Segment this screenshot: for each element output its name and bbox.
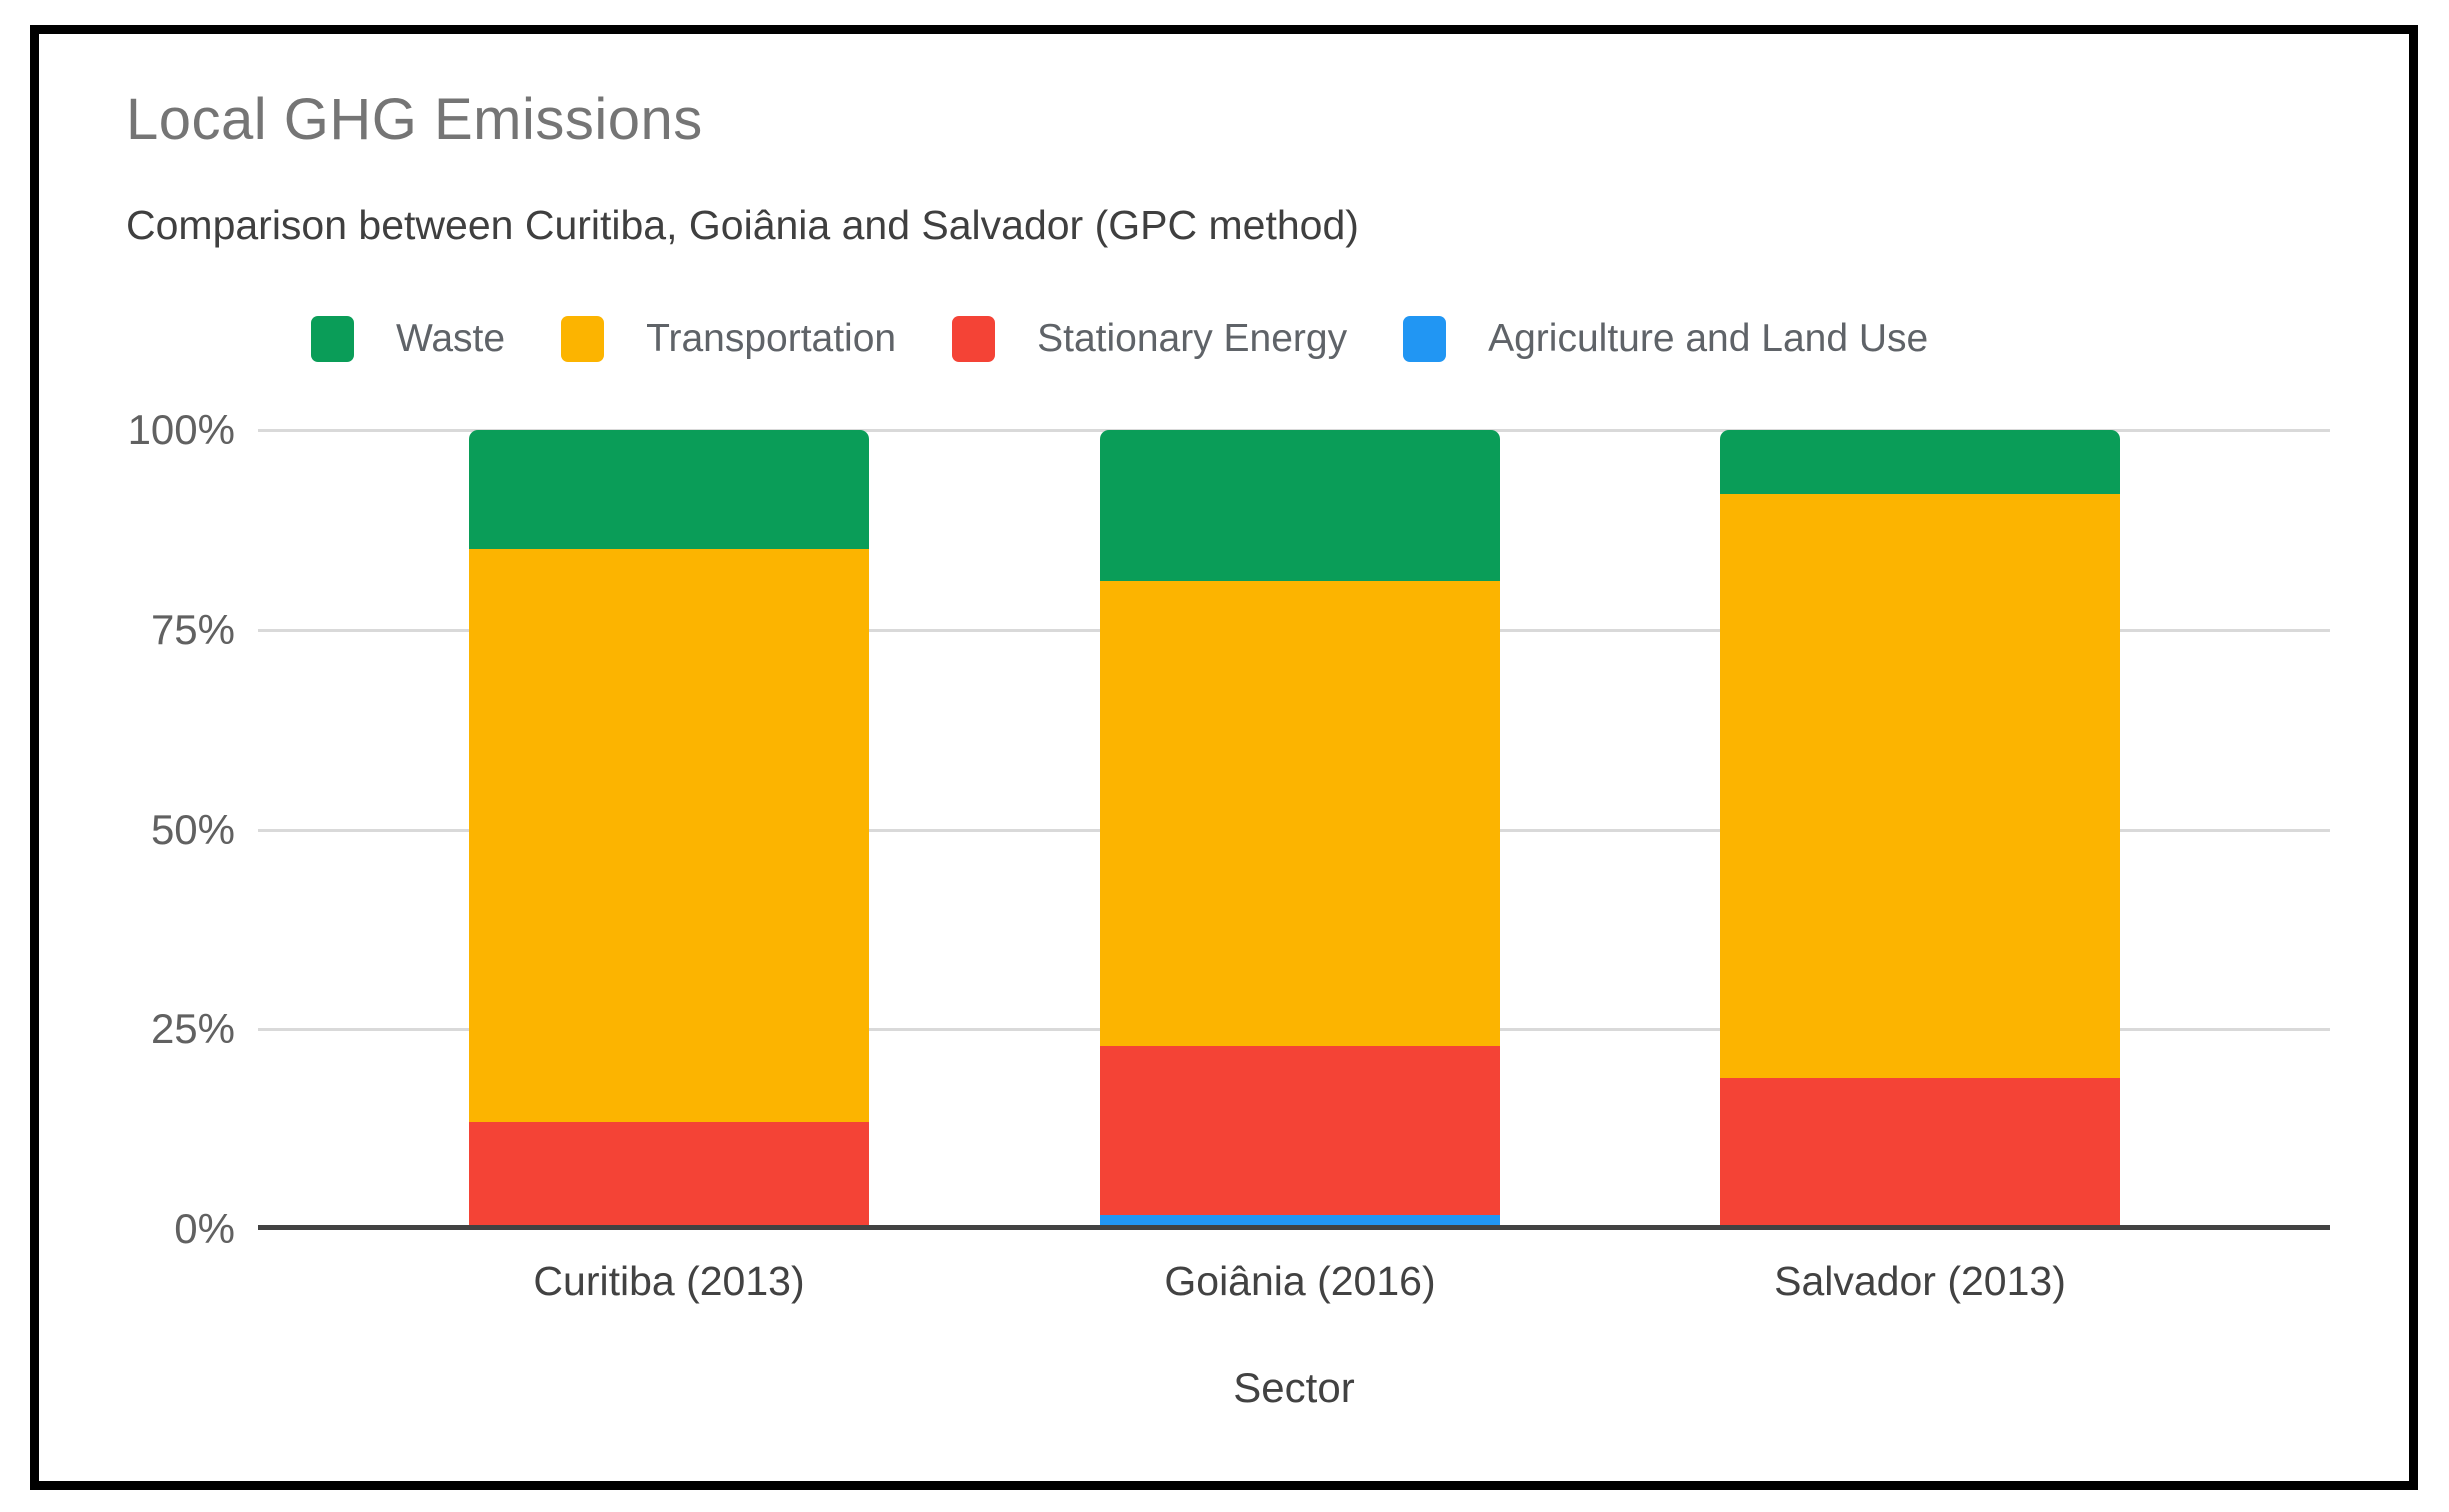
y-axis: 0% 25% 50% 75% 100% [39,406,235,1252]
chart-title: Local GHG Emissions [126,87,703,152]
segment-transportation[interactable] [1720,493,2120,1078]
legend: Waste Transportation Stationary Energy Agri… [311,316,1928,362]
x-axis-title: Sector [1233,1364,1355,1411]
y-tick-label: 25% [150,1005,235,1053]
legend-item-stationary-energy[interactable]: Stationary Energy [952,316,1347,362]
bar-goi-nia-2016 [1100,430,1500,1225]
y-tick-label: 100% [127,406,235,453]
y-tick-label: 50% [150,805,235,853]
chart-frame: Local GHG Emissions Comparison between C… [30,25,2418,1490]
segment-agriculture-and-land-use[interactable] [1100,1215,1500,1225]
x-tick-label: Goiânia (2016) [1164,1258,1436,1304]
segment-transportation[interactable] [1100,581,1500,1047]
legend-item-transportation[interactable]: Transportation [561,316,896,362]
legend-swatch-icon [1403,316,1447,362]
legend-item-agriculture-and-land-use[interactable]: Agriculture and Land Use [1403,316,1928,362]
legend-swatch-icon [311,316,354,362]
legend-item-label: Agriculture and Land Use [1488,317,1929,360]
bar-curitiba-2013 [469,430,869,1225]
segment-stationary-energy[interactable] [1100,1046,1500,1216]
legend-item-label: Stationary Energy [1037,317,1348,360]
segment-stationary-energy[interactable] [1720,1077,2120,1225]
x-tick-label: Salvador (2013) [1774,1258,2066,1304]
segment-transportation[interactable] [469,549,869,1122]
legend-swatch-icon [561,316,605,362]
x-axis-baseline [258,1225,2330,1230]
x-axis: Curitiba (2013) Goiânia (2016) Salvador (2… [258,1258,2330,1318]
bars-container [258,430,2330,1225]
y-tick-label: 75% [150,605,235,653]
legend-item-label: Transportation [646,317,897,360]
bar-salvador-2013 [1720,430,2120,1225]
segment-waste[interactable] [469,430,869,550]
plot-area [258,429,2330,1230]
segment-waste[interactable] [1100,430,1500,582]
legend-swatch-icon [952,316,996,362]
legend-item-label: Waste [396,317,506,360]
legend-item-waste[interactable]: Waste [311,316,505,362]
chart-subtitle: Comparison between Curitiba, Goiânia and… [126,202,1359,248]
segment-waste[interactable] [1720,430,2120,494]
x-tick-label: Curitiba (2013) [533,1258,805,1304]
segment-stationary-energy[interactable] [469,1121,869,1225]
y-tick-label: 0% [174,1205,235,1252]
